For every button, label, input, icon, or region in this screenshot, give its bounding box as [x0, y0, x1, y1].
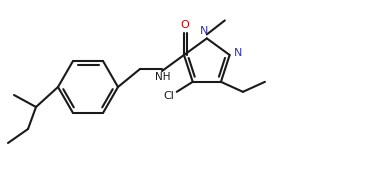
Text: NH: NH	[155, 72, 171, 82]
Text: N: N	[233, 48, 242, 58]
Text: O: O	[181, 20, 189, 30]
Text: Cl: Cl	[163, 91, 174, 101]
Text: N: N	[200, 26, 208, 36]
